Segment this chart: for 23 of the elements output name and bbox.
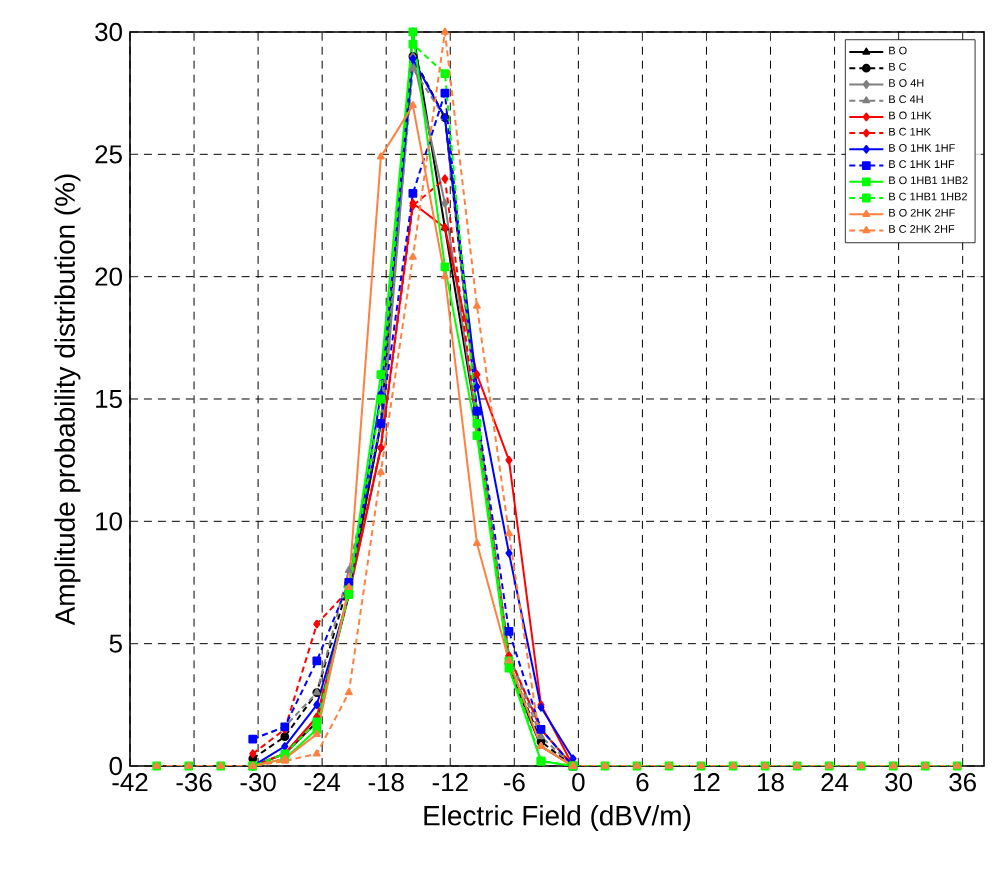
y-tick-label: 10 bbox=[96, 512, 122, 531]
x-tick-label: -30 bbox=[240, 773, 276, 792]
y-axis-title: Amplitude probability distribution (%) bbox=[54, 174, 81, 626]
x-tick-label: 18 bbox=[758, 773, 784, 792]
x-tick-label: 0 bbox=[572, 773, 585, 792]
x-tick-label: -36 bbox=[176, 773, 212, 792]
x-tick-label: 30 bbox=[885, 773, 913, 792]
x-tick-label: -12 bbox=[432, 773, 468, 792]
y-tick-label: 0 bbox=[109, 756, 122, 776]
x-tick-label: -18 bbox=[368, 773, 404, 792]
y-tick-label: 20 bbox=[95, 267, 122, 286]
y-tick-label: 30 bbox=[95, 22, 122, 42]
x-tick-label: -24 bbox=[304, 773, 341, 792]
x-axis-title: Electric Field (dBV/m) bbox=[424, 805, 691, 832]
x-tick-label: -42 bbox=[112, 773, 148, 792]
y-tick-label: 5 bbox=[109, 634, 122, 653]
x-tick-label: 36 bbox=[949, 773, 976, 792]
x-tick-label: 6 bbox=[636, 773, 649, 792]
x-tick-label: 12 bbox=[694, 773, 720, 792]
x-tick-label: 24 bbox=[821, 773, 849, 792]
y-tick-label: 25 bbox=[95, 145, 122, 164]
y-tick-label: 15 bbox=[96, 389, 122, 409]
x-tick-label: -6 bbox=[503, 773, 525, 792]
